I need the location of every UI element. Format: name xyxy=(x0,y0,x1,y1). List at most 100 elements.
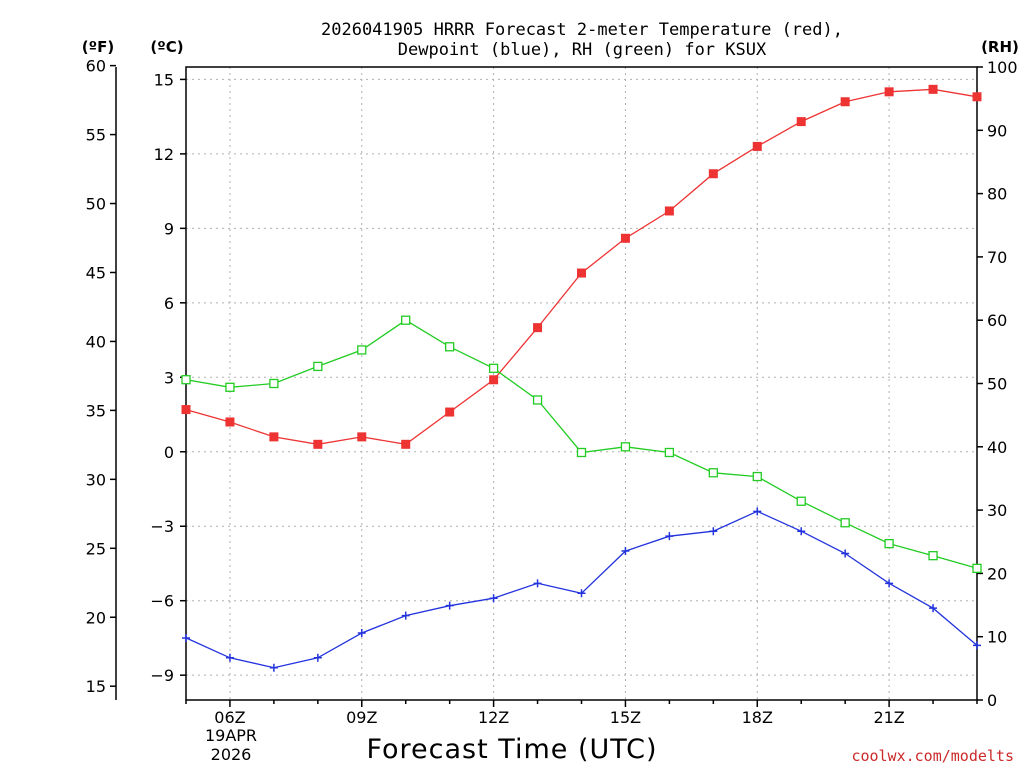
fahrenheit-tick-label: 20 xyxy=(86,608,106,627)
fahrenheit-tick-label: 30 xyxy=(86,470,106,489)
rh-tick-label: 0 xyxy=(987,691,997,710)
dewpoint-point xyxy=(401,611,410,620)
dewpoint-point xyxy=(621,547,630,556)
rh-point xyxy=(840,518,850,528)
fahrenheit-tick-label: 55 xyxy=(86,126,106,145)
rh-point xyxy=(313,361,323,372)
rh-tick-label: 90 xyxy=(987,121,1007,140)
rh-point xyxy=(708,468,718,478)
dewpoint-point xyxy=(885,579,894,588)
x-tick-label: 21Z xyxy=(873,708,904,727)
temperature-point xyxy=(225,417,235,427)
rh-tick-label: 80 xyxy=(987,185,1007,204)
rh-point xyxy=(884,538,894,549)
dewpoint-point xyxy=(577,589,586,598)
rh-tick-label: 70 xyxy=(987,248,1007,267)
dewpoint-point xyxy=(489,594,498,603)
celsius-tick-label: 3 xyxy=(164,368,174,387)
rh-point xyxy=(928,551,938,561)
celsius-tick-label: −6 xyxy=(150,592,174,611)
rh-point xyxy=(357,345,367,355)
rh-point xyxy=(576,447,587,458)
dewpoint-point xyxy=(533,579,542,588)
temperature-point xyxy=(445,407,455,417)
rh-point xyxy=(401,315,411,325)
fahrenheit-tick-label: 50 xyxy=(86,195,106,214)
temperature-point xyxy=(752,141,762,151)
dewpoint-point xyxy=(797,527,806,536)
x-axis-label: Forecast Time (UTC) xyxy=(366,734,657,765)
rh-tick-label: 60 xyxy=(987,311,1007,330)
rh-tick-label: 50 xyxy=(987,375,1007,394)
rh-tick-label: 40 xyxy=(987,438,1007,457)
rh-point xyxy=(620,442,631,452)
celsius-tick-label: −3 xyxy=(150,517,174,536)
date-label-year: 2026 xyxy=(211,745,252,764)
celsius-tick-label: 9 xyxy=(164,219,174,238)
rh-unit-label: (RH) xyxy=(981,38,1019,56)
dewpoint-point xyxy=(357,628,366,637)
date-label-day: 19APR xyxy=(205,726,257,745)
x-tick-label: 15Z xyxy=(610,708,641,727)
temperature-point xyxy=(489,375,499,385)
rh-point xyxy=(445,342,455,352)
rh-tick-label: 20 xyxy=(987,564,1007,583)
dewpoint-point xyxy=(182,633,190,642)
dewpoint-point xyxy=(973,641,981,650)
fahrenheit-tick-label: 60 xyxy=(86,57,106,76)
x-tick-label: 09Z xyxy=(346,708,377,727)
temperature-point xyxy=(708,169,718,179)
rh-point xyxy=(532,395,543,405)
temperature-point xyxy=(577,268,586,278)
axes: 6055504540353025201515129630−3−6−9100908… xyxy=(86,57,1018,727)
fahrenheit-tick-label: 25 xyxy=(86,539,106,558)
temperature-point xyxy=(972,92,982,102)
temperature-point xyxy=(181,405,191,415)
fahrenheit-tick-label: 45 xyxy=(86,263,106,282)
rh-tick-label: 10 xyxy=(987,628,1007,647)
dewpoint-point xyxy=(445,601,454,610)
dewpoint-point xyxy=(665,532,674,541)
celsius-tick-label: 12 xyxy=(154,145,174,164)
temperature-point xyxy=(269,432,279,442)
celsius-tick-label: 6 xyxy=(164,294,174,313)
rh-line xyxy=(185,319,978,569)
temperature-point xyxy=(401,439,411,449)
temperature-point xyxy=(928,84,938,94)
fahrenheit-tick-label: 15 xyxy=(86,677,106,696)
gridlines xyxy=(186,67,977,700)
x-tick-label: 06Z xyxy=(214,708,245,727)
rh-point xyxy=(664,447,675,458)
dewpoint-point xyxy=(313,653,322,662)
celsius-tick-label: 0 xyxy=(164,443,174,462)
dewpoint-point xyxy=(709,527,718,536)
dewpoint-point xyxy=(269,663,278,672)
temperature-point xyxy=(533,323,543,333)
dewpoint-point xyxy=(929,604,938,613)
data-series xyxy=(181,84,982,672)
temperature-point xyxy=(313,439,323,449)
rh-point xyxy=(225,382,235,392)
x-tick-label: 12Z xyxy=(478,708,509,727)
rh-tick-label: 30 xyxy=(987,501,1007,520)
source-credit: coolwx.com/modelts xyxy=(851,747,1014,765)
rh-point xyxy=(488,363,499,373)
dewpoint-point xyxy=(753,507,762,516)
temperature-point xyxy=(840,97,850,107)
fahrenheit-unit-label: (ºF) xyxy=(82,38,114,56)
chart-title-line1: 2026041905 HRRR Forecast 2-meter Tempera… xyxy=(321,20,843,40)
temperature-point xyxy=(884,87,894,97)
temperature-point xyxy=(796,117,806,127)
dewpoint-point xyxy=(841,549,850,558)
temperature-point xyxy=(620,233,630,243)
chart-title-line2: Dewpoint (blue), RH (green) for KSUX xyxy=(398,40,767,60)
plot-frame xyxy=(185,66,978,701)
dewpoint-point xyxy=(225,653,234,662)
rh-point xyxy=(796,496,806,506)
temperature-point xyxy=(357,432,367,442)
rh-point xyxy=(269,378,279,389)
rh-tick-label: 100 xyxy=(987,58,1018,77)
temperature-line xyxy=(185,88,978,445)
rh-point xyxy=(752,471,762,482)
